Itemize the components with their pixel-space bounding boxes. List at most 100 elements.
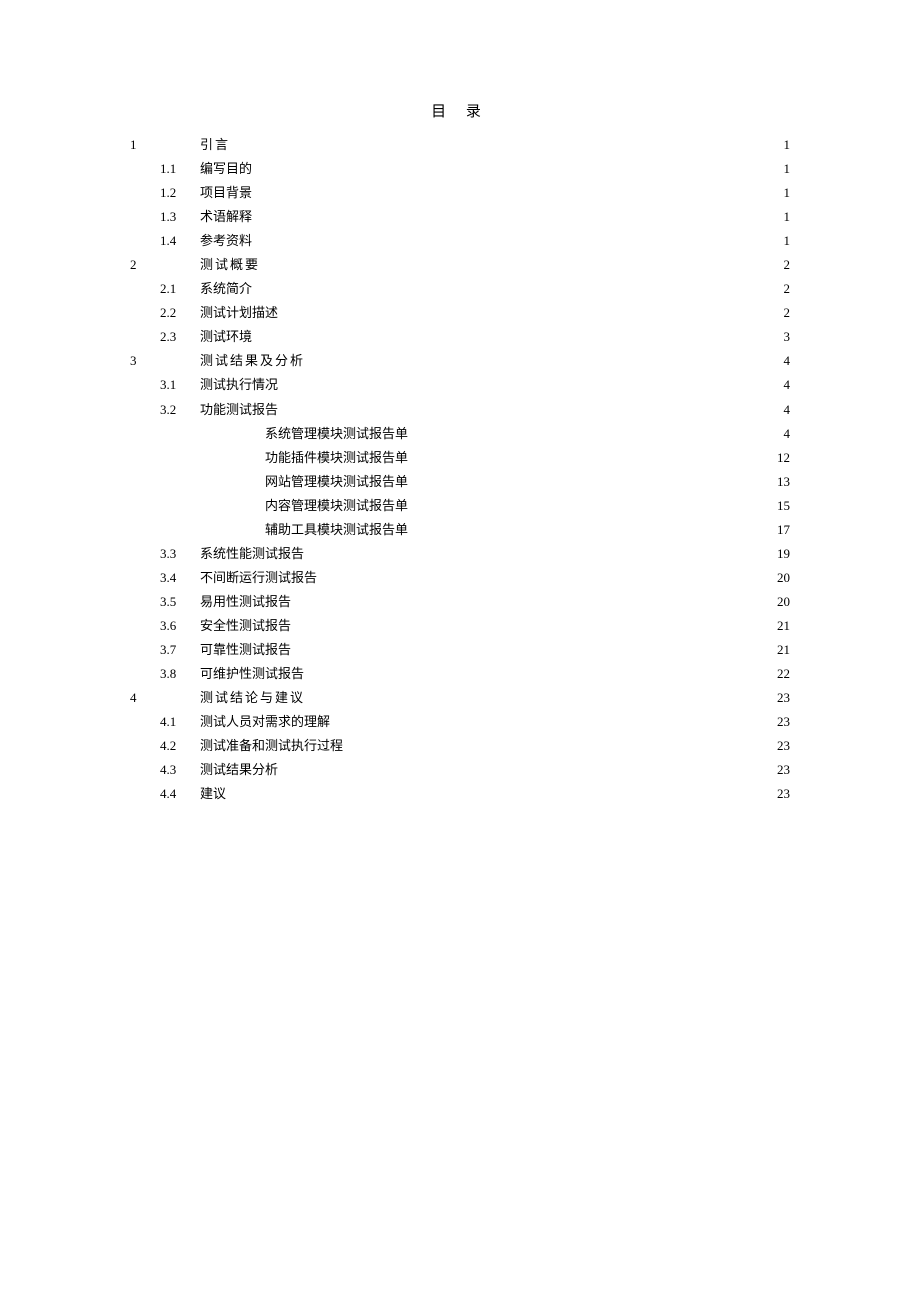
toc-section-number: 1.4 <box>160 229 200 253</box>
toc-entry: 4.1测试人员对需求的理解 23 <box>130 710 790 734</box>
toc-entry: 3.6安全性测试报告 21 <box>130 614 790 638</box>
toc-entry-title: 可靠性测试报告 <box>200 638 291 662</box>
toc-entry: 2.3测试环境 3 <box>130 325 790 349</box>
toc-entry: 3.1测试执行情况4 <box>130 373 790 397</box>
toc-entry-title: 网站管理模块测试报告单 <box>265 470 408 494</box>
toc-entry: 2.2测试计划描述 2 <box>130 301 790 325</box>
toc-entry: 2测试概要2 <box>130 253 790 277</box>
toc-section-number: 2.1 <box>160 277 200 301</box>
toc-section-number: 3.1 <box>160 373 200 397</box>
toc-entry-title: 安全性测试报告 <box>200 614 291 638</box>
toc-page-number: 4 <box>772 373 790 397</box>
toc-page-number: 20 <box>772 590 790 614</box>
toc-section-number: 1.3 <box>160 205 200 229</box>
toc-page-number: 23 <box>772 782 790 806</box>
toc-entry-title: 可维护性测试报告 <box>200 662 304 686</box>
toc-page-number: 23 <box>772 710 790 734</box>
toc-entry-title: 编写目的 <box>200 157 252 181</box>
toc-page-number: 2 <box>772 301 790 325</box>
toc-entry: 2.1系统简介 2 <box>130 277 790 301</box>
toc-page-number: 1 <box>772 205 790 229</box>
toc-entry: 3.7可靠性测试报告21 <box>130 638 790 662</box>
toc-title: 目 录 <box>130 100 790 121</box>
toc-page-number: 2 <box>772 277 790 301</box>
toc-section-number: 4.3 <box>160 758 200 782</box>
toc-page-number: 15 <box>772 494 790 518</box>
toc-entry: 3.2功能测试报告 4 <box>130 398 790 422</box>
toc-page-number: 23 <box>772 734 790 758</box>
toc-section-number: 3.3 <box>160 542 200 566</box>
toc-entry: 3.8可维护性测试报告 22 <box>130 662 790 686</box>
toc-entry-title: 测试结果分析 <box>200 758 278 782</box>
toc-chapter-number: 4 <box>130 686 160 710</box>
toc-entry-title: 测试结论与建议 <box>200 686 305 710</box>
toc-entry-title: 测试准备和测试执行过程 <box>200 734 343 758</box>
toc-page-number: 21 <box>772 638 790 662</box>
toc-list: 1引言11.1编写目的11.2项目背景11.3术语解释11.4参考资料12测试概… <box>130 133 790 806</box>
toc-entry-title: 术语解释 <box>200 205 252 229</box>
toc-section-number: 3.8 <box>160 662 200 686</box>
toc-page-number: 19 <box>772 542 790 566</box>
toc-entry: 网站管理模块测试报告单 13 <box>130 470 790 494</box>
toc-entry-title: 测试结果及分析 <box>200 349 305 373</box>
toc-entry-title: 参考资料 <box>200 229 252 253</box>
toc-section-number: 2.3 <box>160 325 200 349</box>
toc-page-number: 13 <box>772 470 790 494</box>
toc-page-number: 21 <box>772 614 790 638</box>
toc-entry: 4.2测试准备和测试执行过程 23 <box>130 734 790 758</box>
toc-entry: 功能插件模块测试报告单 12 <box>130 446 790 470</box>
toc-page-number: 1 <box>772 157 790 181</box>
toc-entry: 4 测试结论与建议 23 <box>130 686 790 710</box>
toc-page-number: 4 <box>772 349 790 373</box>
toc-entry-title: 系统管理模块测试报告单 <box>265 422 408 446</box>
toc-entry-title: 不间断运行测试报告 <box>200 566 317 590</box>
toc-entry-title: 引言 <box>200 133 230 157</box>
toc-entry: 1.1编写目的 1 <box>130 157 790 181</box>
toc-page-number: 1 <box>772 133 790 157</box>
toc-section-number: 2.2 <box>160 301 200 325</box>
toc-section-number: 4.1 <box>160 710 200 734</box>
toc-entry: 内容管理模块测试报告单 15 <box>130 494 790 518</box>
toc-entry-title: 内容管理模块测试报告单 <box>265 494 408 518</box>
toc-page-number: 2 <box>772 253 790 277</box>
toc-page-number: 4 <box>772 422 790 446</box>
toc-entry: 3.5易用性测试报告20 <box>130 590 790 614</box>
toc-chapter-number: 3 <box>130 349 160 373</box>
toc-entry-title: 测试人员对需求的理解 <box>200 710 330 734</box>
toc-entry-title: 系统性能测试报告 <box>200 542 304 566</box>
toc-page-number: 22 <box>772 662 790 686</box>
toc-entry-title: 建议 <box>200 782 226 806</box>
toc-section-number: 3.4 <box>160 566 200 590</box>
toc-section-number: 3.2 <box>160 398 200 422</box>
toc-chapter-number: 1 <box>130 133 160 157</box>
toc-section-number: 3.6 <box>160 614 200 638</box>
toc-section-number: 4.2 <box>160 734 200 758</box>
toc-entry: 辅助工具模块测试报告单 17 <box>130 518 790 542</box>
toc-page-number: 23 <box>772 686 790 710</box>
toc-page-number: 23 <box>772 758 790 782</box>
toc-page-number: 4 <box>772 398 790 422</box>
toc-page-number: 1 <box>772 229 790 253</box>
toc-section-number: 4.4 <box>160 782 200 806</box>
toc-page-number: 1 <box>772 181 790 205</box>
toc-entry-title: 测试概要 <box>200 253 260 277</box>
toc-entry-title: 系统简介 <box>200 277 252 301</box>
toc-page-number: 17 <box>772 518 790 542</box>
toc-entry-title: 功能测试报告 <box>200 398 278 422</box>
toc-section-number: 1.1 <box>160 157 200 181</box>
toc-entry-title: 辅助工具模块测试报告单 <box>265 518 408 542</box>
toc-section-number: 3.5 <box>160 590 200 614</box>
toc-entry: 1.3术语解释 1 <box>130 205 790 229</box>
toc-entry: 4.4建议 23 <box>130 782 790 806</box>
toc-entry-title: 测试环境 <box>200 325 252 349</box>
toc-entry-title: 功能插件模块测试报告单 <box>265 446 408 470</box>
toc-page-number: 12 <box>772 446 790 470</box>
toc-entry-title: 项目背景 <box>200 181 252 205</box>
toc-entry: 1.4参考资料 1 <box>130 229 790 253</box>
toc-page-number: 3 <box>772 325 790 349</box>
toc-entry-title: 测试计划描述 <box>200 301 278 325</box>
toc-section-number: 1.2 <box>160 181 200 205</box>
toc-entry: 3 测试结果及分析 4 <box>130 349 790 373</box>
toc-page-number: 20 <box>772 566 790 590</box>
toc-entry: 系统管理模块测试报告单 4 <box>130 422 790 446</box>
